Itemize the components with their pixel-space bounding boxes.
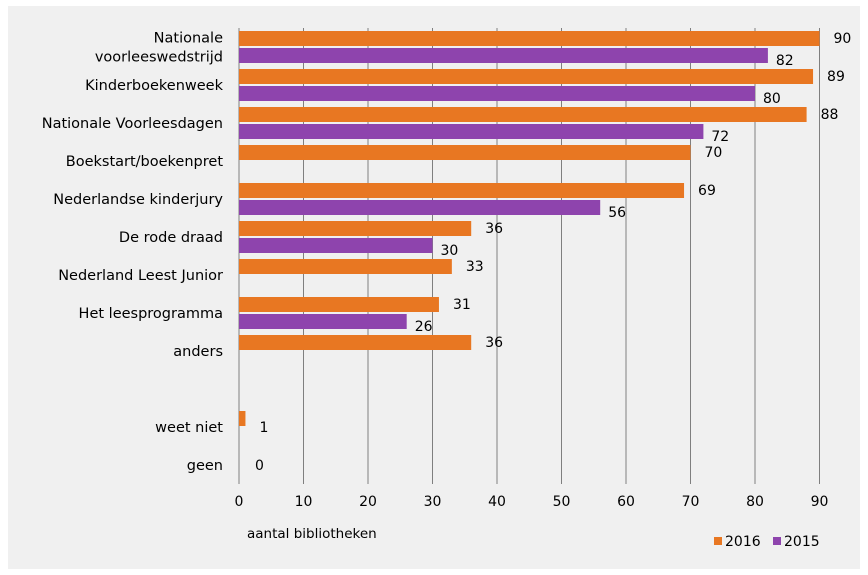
bar-2016 xyxy=(239,183,685,198)
bar-2016 xyxy=(239,411,246,426)
data-label-2016: 88 xyxy=(821,107,839,123)
data-label-2015: 26 xyxy=(415,319,433,335)
category-label: voorleeswedstrijd xyxy=(95,50,223,66)
x-tick-label: 20 xyxy=(359,494,377,510)
bar-2016 xyxy=(239,221,472,236)
bar-2015 xyxy=(239,200,601,215)
data-label-2015: 82 xyxy=(776,53,794,69)
x-tick-label: 70 xyxy=(682,494,700,510)
data-label-2016: 1 xyxy=(259,420,268,436)
category-label: Nationale xyxy=(154,31,223,47)
category-label: Het leesprogramma xyxy=(79,306,223,322)
data-label-2016: 36 xyxy=(485,335,503,351)
category-label: Boekstart/boekenpret xyxy=(66,154,224,170)
legend-label-2015: 2015 xyxy=(784,534,820,550)
x-tick-label: 90 xyxy=(811,494,829,510)
x-tick-label: 40 xyxy=(488,494,506,510)
data-label-2016: 36 xyxy=(485,221,503,237)
data-label-2016: 0 xyxy=(255,458,264,474)
category-label: De rode draad xyxy=(119,230,223,246)
x-tick-label: 10 xyxy=(295,494,313,510)
data-label-2016: 69 xyxy=(698,183,716,199)
category-label: Kinderboekenweek xyxy=(85,78,224,94)
legend-label-2016: 2016 xyxy=(725,534,761,550)
bar-2015 xyxy=(239,86,755,101)
x-tick-label: 30 xyxy=(424,494,442,510)
bar-2015 xyxy=(239,48,768,63)
data-label-2015: 80 xyxy=(763,91,781,107)
data-label-2016: 90 xyxy=(834,31,852,47)
data-label-2016: 33 xyxy=(466,259,484,275)
x-tick-label: 80 xyxy=(746,494,764,510)
x-tick-label: 60 xyxy=(617,494,635,510)
bar-2015 xyxy=(239,124,704,139)
data-label-2016: 89 xyxy=(827,69,845,85)
x-tick-label: 50 xyxy=(553,494,571,510)
category-label: geen xyxy=(187,458,223,474)
data-label-2016: 31 xyxy=(453,297,471,313)
x-tick-label: 0 xyxy=(235,494,244,510)
category-label: Nederlandse kinderjury xyxy=(53,192,223,208)
data-label-2016: 70 xyxy=(705,145,723,161)
chart-panel: 0 10 20 30 40 50 60 70 80 90 aantal bibliotheken Na… xyxy=(8,6,860,569)
bar-2016 xyxy=(239,69,814,84)
bar-2016 xyxy=(239,297,439,312)
x-axis-title: aantal bibliotheken xyxy=(247,526,377,542)
bar-2016 xyxy=(239,31,820,46)
category-label: anders xyxy=(173,344,223,360)
bar-2016 xyxy=(239,145,691,160)
bar-2015 xyxy=(239,314,407,329)
bar-2015 xyxy=(239,238,433,253)
legend-swatch-2016 xyxy=(714,537,722,545)
category-label: weet niet xyxy=(155,420,223,436)
bar-2016 xyxy=(239,107,807,122)
category-label: Nederland Leest Junior xyxy=(58,268,223,284)
legend-swatch-2015 xyxy=(773,537,781,545)
data-label-2015: 30 xyxy=(441,243,459,259)
data-label-2015: 72 xyxy=(711,129,729,145)
bar-2016 xyxy=(239,259,452,274)
category-label: Nationale Voorleesdagen xyxy=(42,116,223,132)
data-label-2015: 56 xyxy=(608,205,626,221)
bar-2016 xyxy=(239,335,472,350)
